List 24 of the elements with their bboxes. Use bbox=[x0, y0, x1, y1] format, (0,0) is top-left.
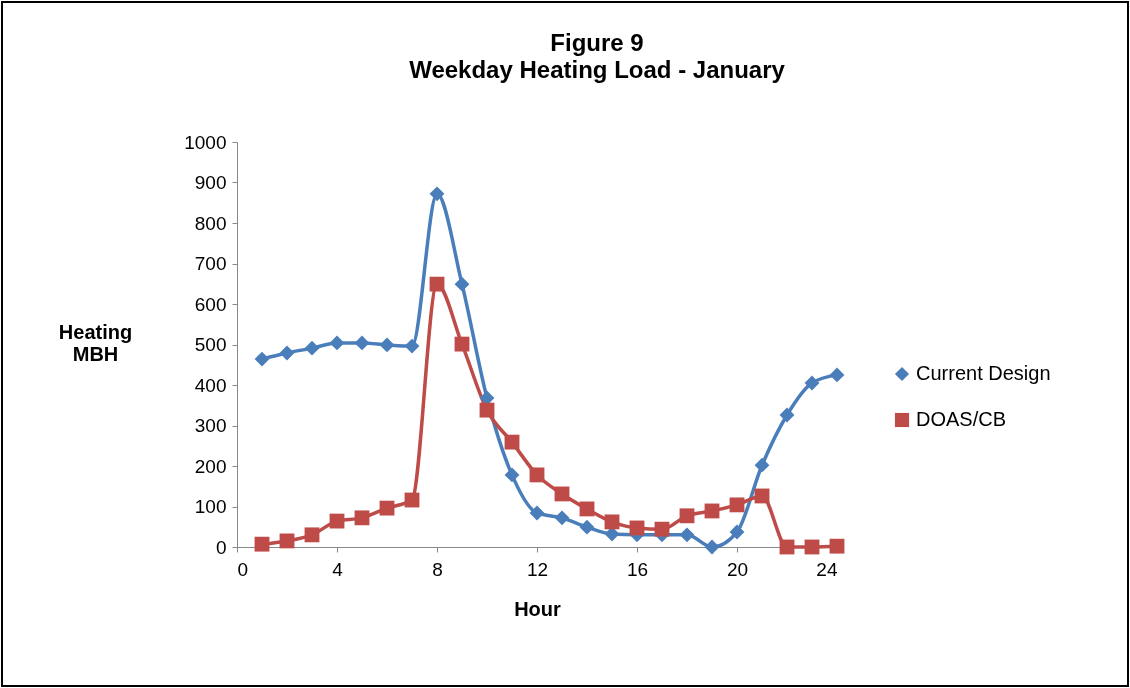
y-tick-label: 900 bbox=[194, 172, 227, 193]
y-tick-label: 300 bbox=[194, 415, 227, 436]
y-tick-label: 400 bbox=[194, 374, 227, 396]
y-tick-label: 800 bbox=[194, 212, 227, 234]
y-tick-label: 100 bbox=[194, 496, 227, 517]
x-tick-label: 4 bbox=[332, 558, 344, 580]
x-tick-label: 16 bbox=[626, 558, 649, 580]
x-tick-label: 12 bbox=[526, 558, 549, 580]
chart-subtitle: Weekday Heating Load - January bbox=[409, 56, 786, 83]
y-axis-title: Heating MBH bbox=[58, 320, 133, 365]
x-tick-label: 8 bbox=[432, 558, 443, 580]
legend-label: DOAS/CB bbox=[916, 408, 1007, 430]
y-tick-label: 0 bbox=[215, 536, 227, 558]
y-tick-label: 600 bbox=[194, 293, 227, 315]
x-axis-title: Hour bbox=[514, 597, 562, 620]
x-tick-label: 20 bbox=[726, 558, 749, 580]
y-tick-label: 700 bbox=[194, 253, 227, 274]
legend-label: Current Design bbox=[916, 362, 1051, 384]
x-tick-label: 0 bbox=[237, 558, 249, 580]
y-tick-label: 200 bbox=[194, 455, 227, 477]
y-tick-label: 1000 bbox=[184, 131, 227, 153]
chart-title: Figure 9 bbox=[550, 29, 644, 56]
y-tick-label: 500 bbox=[194, 334, 227, 355]
x-tick-label: 24 bbox=[816, 558, 838, 580]
